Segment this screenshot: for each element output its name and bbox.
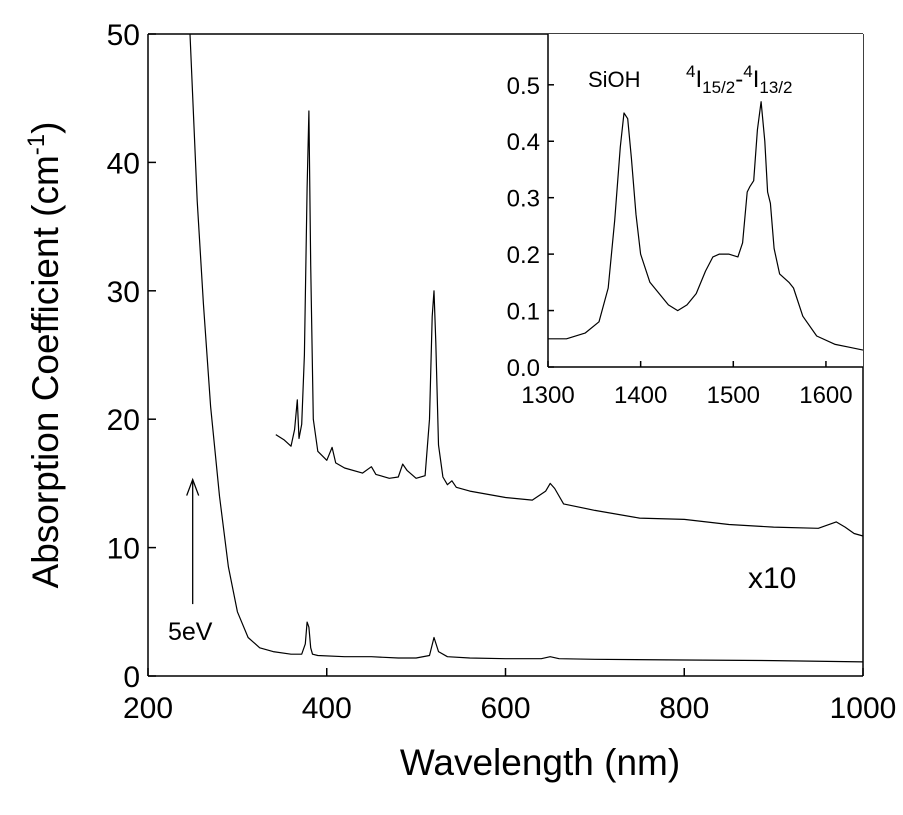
main-series-line-2 xyxy=(275,110,864,537)
inset-series xyxy=(548,101,864,351)
main-x-tick-label: 800 xyxy=(659,692,709,725)
inset-y-tick-label: 0.0 xyxy=(507,355,540,382)
main-series xyxy=(189,33,864,663)
main-y-tick-label: 10 xyxy=(107,533,140,566)
arrow-label: 5eV xyxy=(168,618,213,646)
main-x-tick-label: 200 xyxy=(123,692,173,725)
transition-dash: - xyxy=(735,66,743,93)
main-y-tick-label: 50 xyxy=(107,19,140,52)
arrow-head-icon xyxy=(186,477,200,496)
inset-plot: 1300 1400 1500 1600 0.0 0.1 0.2 0.3 0.4 0.5 SiOH… xyxy=(507,34,864,409)
y-axis-label: Absorption Coefficient (cm-1) xyxy=(23,122,66,589)
y-axis-label-sup: -1 xyxy=(23,134,50,155)
transition-base-1: I xyxy=(695,66,702,93)
transition-base-2: I xyxy=(753,66,760,93)
main-y-tick-label: 40 xyxy=(107,147,140,180)
main-x-ticks: 200 400 600 800 1000 xyxy=(123,668,896,725)
inset-label-transition: 4I15/2-4I13/2 xyxy=(686,62,792,97)
inset-x-tick-label: 1600 xyxy=(799,382,852,409)
inset-y-tick-label: 0.1 xyxy=(507,299,540,326)
inset-background xyxy=(548,34,863,367)
y-axis-label-main: Absorption Coefficient (cm xyxy=(25,155,66,588)
inset-x-tick-label: 1500 xyxy=(707,382,760,409)
inset-y-tick-label: 0.2 xyxy=(507,242,540,269)
inset-y-ticks: 0.0 0.1 0.2 0.3 0.4 0.5 xyxy=(507,73,554,382)
x-axis-label: Wavelength (nm) xyxy=(400,742,680,783)
main-y-tick-label: 30 xyxy=(107,276,140,309)
transition-sub-2: 13/2 xyxy=(759,78,792,97)
main-series-line-1 xyxy=(189,33,864,663)
inset-y-tick-label: 0.4 xyxy=(507,129,540,156)
inset-x-tick-label: 1400 xyxy=(614,382,667,409)
main-plot: 200 400 600 800 1000 0 10 20 30 40 50 Wavelength … xyxy=(23,19,896,783)
main-x-tick-label: 400 xyxy=(302,692,352,725)
inset-label-sioh: SiOH xyxy=(588,67,641,92)
transition-sub-1: 15/2 xyxy=(702,78,735,97)
inset-y-tick-label: 0.5 xyxy=(507,73,540,100)
inset-series-line-1 xyxy=(548,101,864,351)
inset-x-ticks: 1300 1400 1500 1600 xyxy=(521,361,853,409)
main-y-tick-label: 0 xyxy=(123,661,140,694)
inset-x-tick-label: 1300 xyxy=(521,382,574,409)
scale-label: x10 xyxy=(748,562,796,595)
y-axis-label-close: ) xyxy=(25,122,66,134)
transition-sup-1: 4 xyxy=(686,62,695,81)
arrow-annotation: 5eV xyxy=(168,477,213,646)
main-x-tick-label: 1000 xyxy=(830,692,897,725)
inset-y-tick-label: 0.3 xyxy=(507,186,540,213)
main-x-tick-label: 600 xyxy=(480,692,530,725)
main-y-ticks: 0 10 20 30 40 50 xyxy=(107,19,156,694)
transition-sup-2: 4 xyxy=(743,62,752,81)
main-y-tick-label: 20 xyxy=(107,404,140,437)
